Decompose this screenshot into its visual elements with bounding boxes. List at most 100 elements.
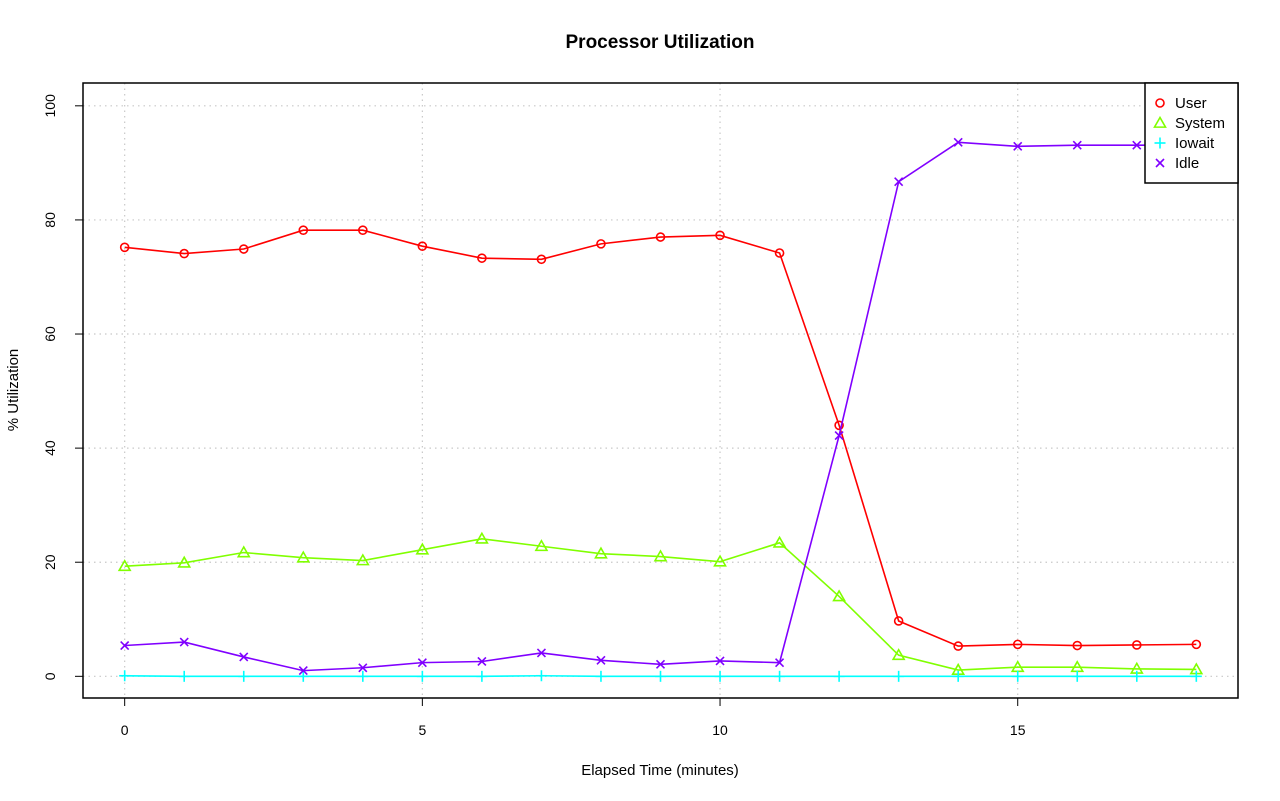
data-point-idle <box>536 648 546 658</box>
data-point-idle <box>715 656 725 666</box>
series-line-user <box>124 229 1197 647</box>
legend-label-idle: Idle <box>1175 155 1199 172</box>
data-point-system <box>415 542 430 555</box>
data-point-system <box>772 535 787 548</box>
data-point-user <box>953 641 963 651</box>
data-point-iowait <box>1190 670 1202 682</box>
data-point-system <box>296 550 311 563</box>
series-idle <box>120 137 1201 676</box>
legend-label-user: User <box>1175 95 1207 112</box>
data-point-system <box>177 555 192 568</box>
legend-item-user: User <box>1155 95 1207 112</box>
series-line-idle <box>124 141 1197 672</box>
data-point-system <box>594 546 608 559</box>
data-point-user <box>298 225 309 235</box>
data-point-iowait <box>1012 670 1024 682</box>
data-point-idle <box>239 652 249 662</box>
legend-item-iowait: Iowait <box>1154 135 1215 152</box>
data-point-iowait <box>535 670 547 682</box>
data-point-user <box>119 242 130 253</box>
legend-label-system: System <box>1175 115 1225 132</box>
data-point-system <box>832 589 846 602</box>
data-point-user <box>417 241 428 251</box>
data-point-user <box>774 248 785 258</box>
data-point-idle <box>120 640 130 651</box>
grid-lines <box>83 83 1238 698</box>
axes: 0 5 10 15 0 20 40 60 80 100 <box>42 82 1239 738</box>
x-tick-label: 5 <box>418 722 426 738</box>
data-point-user <box>238 244 249 254</box>
data-point-idle <box>894 177 904 187</box>
data-point-iowait <box>416 670 428 682</box>
data-point-idle <box>298 666 308 676</box>
legend: User System Iowait Idle <box>1144 82 1239 184</box>
data-point-user <box>893 616 904 626</box>
legend-box <box>1144 82 1239 184</box>
y-tick-label: 80 <box>42 212 58 228</box>
data-point-iowait <box>476 670 488 682</box>
chart-title: Processor Utilization <box>566 32 755 53</box>
legend-marker-iowait <box>1154 137 1166 149</box>
data-point-user <box>1012 639 1023 650</box>
data-point-system <box>653 549 668 562</box>
data-point-iowait <box>1131 670 1143 682</box>
data-point-iowait <box>655 670 666 682</box>
y-tick-label: 60 <box>42 326 58 342</box>
data-point-idle <box>417 658 427 668</box>
data-point-system <box>713 554 727 567</box>
data-point-idle <box>179 637 189 647</box>
data-point-iowait <box>357 670 369 682</box>
plot-frame <box>82 82 1239 699</box>
data-point-idle <box>1013 141 1023 151</box>
data-point-idle <box>477 656 487 667</box>
legend-item-system: System <box>1153 115 1225 132</box>
x-tick-label: 0 <box>121 722 129 738</box>
data-point-user <box>834 420 844 431</box>
data-point-system <box>534 539 549 552</box>
data-point-iowait <box>1071 670 1083 682</box>
data-point-user <box>179 248 190 259</box>
series-system <box>117 531 1204 675</box>
data-point-system <box>355 553 370 566</box>
y-tick-label: 20 <box>42 554 58 570</box>
data-point-user <box>655 232 666 242</box>
legend-marker-system <box>1153 115 1167 128</box>
data-point-idle <box>775 658 785 668</box>
series-layer <box>117 137 1204 682</box>
y-axis-label: % Utilization <box>5 349 22 432</box>
data-point-iowait <box>595 670 607 682</box>
data-point-iowait <box>774 670 786 682</box>
data-point-user <box>1191 639 1202 650</box>
data-point-iowait <box>238 670 250 682</box>
data-point-system <box>117 559 132 572</box>
legend-label-iowait: Iowait <box>1175 135 1215 152</box>
data-point-idle <box>1072 140 1082 150</box>
data-point-user <box>1131 640 1142 650</box>
data-point-iowait <box>178 670 190 682</box>
data-point-idle <box>358 663 368 673</box>
data-point-iowait <box>119 670 131 682</box>
legend-marker-idle <box>1155 158 1165 168</box>
data-point-idle <box>1132 140 1142 150</box>
data-point-idle <box>834 431 844 441</box>
data-point-user <box>477 253 487 263</box>
data-point-iowait <box>714 670 726 682</box>
data-point-iowait <box>833 670 845 682</box>
series-line-system <box>124 538 1197 671</box>
data-point-system <box>236 545 251 558</box>
y-tick-label: 0 <box>42 672 58 680</box>
legend-marker-user <box>1155 98 1165 108</box>
data-point-user <box>536 254 547 265</box>
data-point-iowait <box>893 670 905 682</box>
data-point-iowait <box>952 670 964 682</box>
data-point-system <box>891 648 906 661</box>
data-point-idle <box>596 655 606 665</box>
y-tick-label: 100 <box>42 94 58 118</box>
x-axis-label: Elapsed Time (minutes) <box>581 762 739 779</box>
y-tick-label: 40 <box>42 440 58 456</box>
series-user <box>119 225 1202 651</box>
data-point-iowait <box>297 670 309 682</box>
data-point-system <box>475 531 489 544</box>
x-tick-label: 15 <box>1010 722 1026 738</box>
